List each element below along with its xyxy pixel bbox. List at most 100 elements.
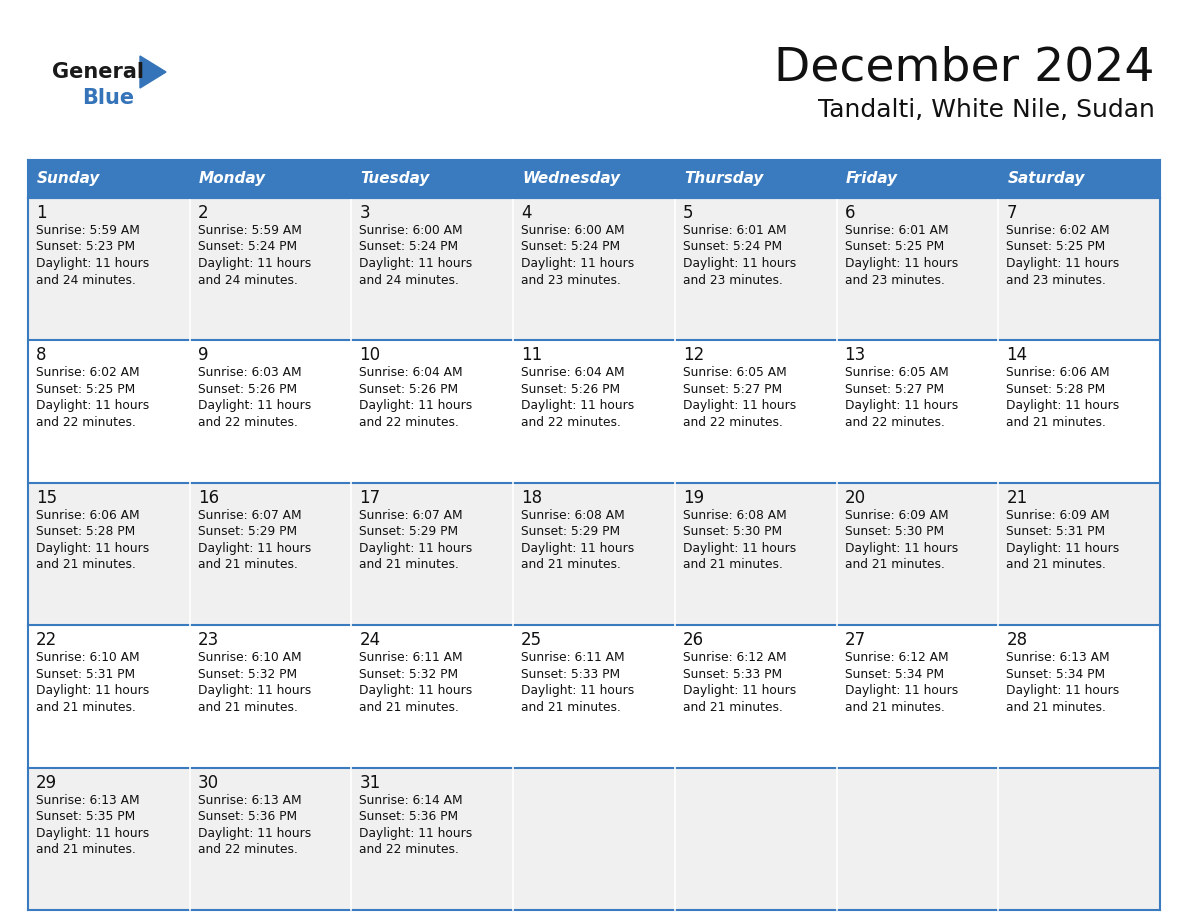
Text: Daylight: 11 hours: Daylight: 11 hours: [197, 542, 311, 554]
Bar: [513, 625, 675, 767]
Bar: [675, 160, 836, 198]
Text: Daylight: 11 hours: Daylight: 11 hours: [845, 399, 958, 412]
Text: Sunset: 5:24 PM: Sunset: 5:24 PM: [360, 241, 459, 253]
Text: Daylight: 11 hours: Daylight: 11 hours: [36, 826, 150, 840]
Text: Sunset: 5:31 PM: Sunset: 5:31 PM: [36, 667, 135, 681]
Text: Sunset: 5:27 PM: Sunset: 5:27 PM: [683, 383, 782, 396]
Text: Sunrise: 6:01 AM: Sunrise: 6:01 AM: [845, 224, 948, 237]
Bar: [836, 767, 998, 910]
Text: Tuesday: Tuesday: [360, 172, 430, 186]
Bar: [513, 767, 675, 910]
Text: Sunset: 5:29 PM: Sunset: 5:29 PM: [197, 525, 297, 538]
Text: 22: 22: [36, 632, 57, 649]
Text: and 22 minutes.: and 22 minutes.: [197, 843, 297, 856]
Text: 25: 25: [522, 632, 542, 649]
Text: Sunrise: 6:09 AM: Sunrise: 6:09 AM: [845, 509, 948, 521]
Bar: [352, 198, 513, 341]
Text: 6: 6: [845, 204, 855, 222]
Text: 23: 23: [197, 632, 219, 649]
Text: Sunrise: 6:00 AM: Sunrise: 6:00 AM: [522, 224, 625, 237]
Text: Sunset: 5:24 PM: Sunset: 5:24 PM: [522, 241, 620, 253]
Text: December 2024: December 2024: [775, 46, 1155, 91]
Text: 8: 8: [36, 346, 46, 364]
Text: 26: 26: [683, 632, 704, 649]
Text: Sunrise: 6:02 AM: Sunrise: 6:02 AM: [36, 366, 140, 379]
Text: 12: 12: [683, 346, 704, 364]
Text: and 22 minutes.: and 22 minutes.: [197, 416, 297, 429]
Text: Daylight: 11 hours: Daylight: 11 hours: [360, 542, 473, 554]
Bar: [675, 767, 836, 910]
Text: Daylight: 11 hours: Daylight: 11 hours: [197, 399, 311, 412]
Text: Sunset: 5:30 PM: Sunset: 5:30 PM: [683, 525, 782, 538]
Text: 18: 18: [522, 488, 542, 507]
Text: 2: 2: [197, 204, 208, 222]
Text: Sunrise: 6:01 AM: Sunrise: 6:01 AM: [683, 224, 786, 237]
Text: Daylight: 11 hours: Daylight: 11 hours: [683, 684, 796, 697]
Text: and 21 minutes.: and 21 minutes.: [845, 700, 944, 713]
Text: and 24 minutes.: and 24 minutes.: [360, 274, 460, 286]
Text: Daylight: 11 hours: Daylight: 11 hours: [360, 684, 473, 697]
Text: Sunrise: 6:12 AM: Sunrise: 6:12 AM: [683, 651, 786, 665]
Text: Sunrise: 6:02 AM: Sunrise: 6:02 AM: [1006, 224, 1110, 237]
Text: 5: 5: [683, 204, 694, 222]
Text: Sunset: 5:29 PM: Sunset: 5:29 PM: [360, 525, 459, 538]
Text: General: General: [52, 62, 144, 82]
Text: Sunset: 5:26 PM: Sunset: 5:26 PM: [360, 383, 459, 396]
Text: Sunrise: 6:10 AM: Sunrise: 6:10 AM: [197, 651, 302, 665]
Text: and 21 minutes.: and 21 minutes.: [36, 558, 135, 571]
Text: Sunset: 5:29 PM: Sunset: 5:29 PM: [522, 525, 620, 538]
Text: and 21 minutes.: and 21 minutes.: [197, 700, 297, 713]
Bar: [836, 198, 998, 341]
Text: Daylight: 11 hours: Daylight: 11 hours: [683, 257, 796, 270]
Text: Sunrise: 6:07 AM: Sunrise: 6:07 AM: [360, 509, 463, 521]
Text: and 21 minutes.: and 21 minutes.: [197, 558, 297, 571]
Text: Sunset: 5:24 PM: Sunset: 5:24 PM: [197, 241, 297, 253]
Text: Sunset: 5:28 PM: Sunset: 5:28 PM: [1006, 383, 1106, 396]
Bar: [998, 160, 1159, 198]
Text: Daylight: 11 hours: Daylight: 11 hours: [845, 542, 958, 554]
Text: 3: 3: [360, 204, 369, 222]
Text: and 22 minutes.: and 22 minutes.: [36, 416, 135, 429]
Text: and 21 minutes.: and 21 minutes.: [1006, 558, 1106, 571]
Text: 4: 4: [522, 204, 532, 222]
Text: Sunset: 5:33 PM: Sunset: 5:33 PM: [683, 667, 782, 681]
Text: 20: 20: [845, 488, 866, 507]
Text: 28: 28: [1006, 632, 1028, 649]
Text: Sunrise: 6:12 AM: Sunrise: 6:12 AM: [845, 651, 948, 665]
Bar: [513, 341, 675, 483]
Text: Sunset: 5:23 PM: Sunset: 5:23 PM: [36, 241, 135, 253]
Bar: [29, 483, 190, 625]
Text: and 24 minutes.: and 24 minutes.: [36, 274, 135, 286]
Text: 16: 16: [197, 488, 219, 507]
Bar: [29, 160, 190, 198]
Text: and 21 minutes.: and 21 minutes.: [522, 558, 621, 571]
Text: Sunset: 5:32 PM: Sunset: 5:32 PM: [360, 667, 459, 681]
Text: Daylight: 11 hours: Daylight: 11 hours: [36, 542, 150, 554]
Text: Sunrise: 6:04 AM: Sunrise: 6:04 AM: [522, 366, 625, 379]
Text: Sunset: 5:33 PM: Sunset: 5:33 PM: [522, 667, 620, 681]
Bar: [836, 341, 998, 483]
Bar: [998, 198, 1159, 341]
Bar: [998, 341, 1159, 483]
Text: Daylight: 11 hours: Daylight: 11 hours: [1006, 257, 1119, 270]
Bar: [998, 483, 1159, 625]
Bar: [675, 483, 836, 625]
Text: Sunrise: 6:09 AM: Sunrise: 6:09 AM: [1006, 509, 1110, 521]
Bar: [29, 341, 190, 483]
Text: Sunrise: 6:08 AM: Sunrise: 6:08 AM: [522, 509, 625, 521]
Text: 19: 19: [683, 488, 704, 507]
Text: Sunrise: 6:05 AM: Sunrise: 6:05 AM: [683, 366, 786, 379]
Bar: [998, 767, 1159, 910]
Text: Daylight: 11 hours: Daylight: 11 hours: [1006, 542, 1119, 554]
Bar: [190, 341, 352, 483]
Bar: [352, 483, 513, 625]
Text: Thursday: Thursday: [684, 172, 763, 186]
Text: Daylight: 11 hours: Daylight: 11 hours: [197, 257, 311, 270]
Bar: [513, 483, 675, 625]
Text: 11: 11: [522, 346, 543, 364]
Text: 31: 31: [360, 774, 380, 791]
Bar: [29, 198, 190, 341]
Text: Sunrise: 6:13 AM: Sunrise: 6:13 AM: [197, 793, 302, 807]
Text: 29: 29: [36, 774, 57, 791]
Text: Sunrise: 6:11 AM: Sunrise: 6:11 AM: [522, 651, 625, 665]
